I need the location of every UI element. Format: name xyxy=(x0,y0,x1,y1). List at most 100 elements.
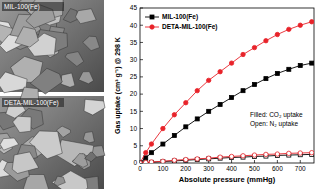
image-label: MIL-100(Fe) xyxy=(4,3,40,11)
legend-entry: MIL-100(Fe) xyxy=(145,13,198,21)
series-line xyxy=(140,154,312,163)
x-tick xyxy=(254,160,255,163)
sem-particle xyxy=(0,72,27,93)
marker xyxy=(230,96,234,100)
marker xyxy=(172,159,176,163)
legend-label: MIL-100(Fe) xyxy=(162,13,198,21)
marker xyxy=(195,157,199,161)
marker xyxy=(310,150,314,154)
marker xyxy=(184,101,188,105)
marker xyxy=(144,156,148,160)
marker xyxy=(218,102,222,106)
y-tick-label: 30 xyxy=(130,56,138,63)
x-tick-label: 0 xyxy=(138,165,142,172)
marker xyxy=(310,20,314,24)
sem-particle xyxy=(54,176,65,186)
y-tick-label: 35 xyxy=(130,39,138,46)
sem-particle xyxy=(83,132,94,143)
marker xyxy=(229,61,233,65)
data-group xyxy=(140,20,314,163)
y-tick xyxy=(140,145,143,146)
label-bg xyxy=(2,2,64,11)
sem-background xyxy=(0,96,104,189)
y-tick xyxy=(140,111,143,112)
figure: MIL-100(Fe)DETA-MIL-100(Fe)0100200300400… xyxy=(0,0,320,189)
y-axis-label: Gas uptake (cm³ g⁻¹) @ 298 K xyxy=(114,37,122,134)
x-tick-label: 500 xyxy=(249,165,260,172)
marker xyxy=(264,152,268,156)
marker xyxy=(207,157,211,161)
marker xyxy=(287,27,291,31)
x-tick-label: 400 xyxy=(226,165,237,172)
marker xyxy=(144,161,148,163)
legend-label: DETA-MIL-100(Fe) xyxy=(162,23,218,31)
sem-particle xyxy=(52,171,88,189)
x-tick-label: 100 xyxy=(157,165,168,172)
sem-particle xyxy=(85,152,97,162)
x-tick-label: 700 xyxy=(295,165,306,172)
marker xyxy=(144,150,148,154)
x-axis-label: Absolute pressure (mmHg) xyxy=(179,175,276,184)
marker xyxy=(275,152,279,156)
legend-entry: DETA-MIL-100(Fe) xyxy=(145,23,218,31)
sem-image: DETA-MIL-100(Fe) xyxy=(0,87,105,189)
sem-particle xyxy=(83,36,100,51)
sem-particle xyxy=(63,9,78,23)
marker xyxy=(252,153,256,157)
legend-marker xyxy=(150,15,154,19)
x-tick-label: 600 xyxy=(272,165,283,172)
label-bg xyxy=(2,98,64,107)
marker xyxy=(264,77,268,81)
marker xyxy=(144,160,148,163)
marker xyxy=(184,125,188,129)
sem-particle xyxy=(84,99,105,115)
sem-image: MIL-100(Fe) xyxy=(0,0,104,94)
marker xyxy=(298,64,302,68)
marker xyxy=(252,82,256,86)
y-tick-label: 5 xyxy=(133,142,137,149)
sem-particle xyxy=(15,27,39,47)
marker xyxy=(140,161,142,163)
y-tick xyxy=(140,128,143,129)
sem-particle xyxy=(12,152,39,174)
marker xyxy=(241,89,245,93)
marker xyxy=(149,160,153,163)
series-line xyxy=(140,63,312,163)
x-tick-label: 300 xyxy=(203,165,214,172)
y-tick-label: 10 xyxy=(130,125,138,132)
sem-particle xyxy=(76,9,97,24)
marker xyxy=(206,156,210,160)
marker xyxy=(241,154,245,158)
marker xyxy=(207,109,211,113)
x-tick xyxy=(300,160,301,163)
marker xyxy=(195,88,199,92)
marker xyxy=(241,52,245,56)
marker xyxy=(161,159,165,163)
marker xyxy=(161,126,165,130)
marker xyxy=(172,158,176,162)
sem-particle xyxy=(13,116,31,132)
marker xyxy=(184,157,188,161)
y-tick-label: 40 xyxy=(130,22,138,29)
legend-marker xyxy=(150,25,154,29)
marker xyxy=(195,117,199,121)
marker xyxy=(140,161,142,163)
sem-particle xyxy=(79,72,94,84)
y-tick-label: 0 xyxy=(133,159,137,166)
marker xyxy=(149,142,153,146)
marker xyxy=(161,142,165,146)
y-tick xyxy=(140,76,143,77)
sem-particle xyxy=(61,73,75,87)
marker xyxy=(275,71,279,75)
marker xyxy=(161,160,165,163)
y-tick-label: 25 xyxy=(130,73,138,80)
y-tick-label: 45 xyxy=(130,4,138,11)
y-tick xyxy=(140,8,143,9)
marker xyxy=(206,78,210,82)
marker xyxy=(229,154,233,158)
series-line xyxy=(140,22,312,163)
sem-particle xyxy=(65,52,84,67)
marker xyxy=(287,67,291,71)
y-tick xyxy=(140,94,143,95)
marker xyxy=(184,158,188,162)
